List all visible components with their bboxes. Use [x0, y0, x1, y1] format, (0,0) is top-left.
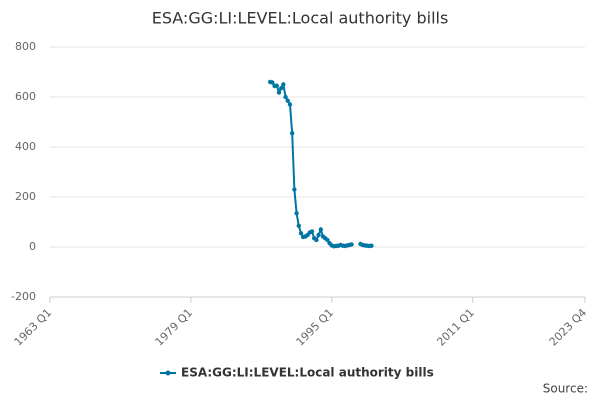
y-tick-label: 0: [29, 240, 36, 253]
point: [276, 90, 282, 95]
point: [292, 187, 297, 192]
point: [314, 237, 319, 243]
point: [283, 94, 288, 100]
point: [318, 227, 324, 232]
point: [274, 83, 279, 88]
source: Source:: [543, 382, 588, 396]
x-tick-label: 1979 Q1: [153, 306, 196, 349]
y-tick-label: 800: [15, 40, 36, 53]
line: [269, 81, 372, 248]
x-tick-label: 1995 Q1: [294, 306, 337, 349]
x-tick-label: 1963 Q1: [12, 306, 55, 349]
point: [316, 232, 321, 238]
point: [270, 80, 275, 85]
y-tick-label: 200: [15, 190, 36, 203]
point: [289, 131, 295, 136]
point: [281, 82, 286, 87]
point: [285, 98, 290, 103]
point: [298, 231, 304, 236]
y-tick-label: -200: [11, 290, 36, 303]
chart-title: ESA:GG:LI:LEVEL:Local authority bills: [152, 9, 449, 28]
legend-marker: [165, 370, 171, 376]
point: [278, 86, 284, 91]
y-tick-label: 400: [15, 140, 36, 153]
x-tick-label: 2011 Q1: [434, 306, 477, 349]
point: [287, 102, 293, 107]
legend-label: ESA:GG:LI:LEVEL:Local authority bills: [181, 366, 434, 380]
point: [296, 223, 301, 228]
x-tick-label: 2023 Q4: [547, 306, 590, 349]
y-tick-label: 600: [15, 90, 36, 103]
point: [325, 237, 330, 243]
point: [294, 211, 299, 216]
point: [309, 229, 315, 234]
point: [349, 242, 354, 247]
point: [369, 243, 374, 248]
